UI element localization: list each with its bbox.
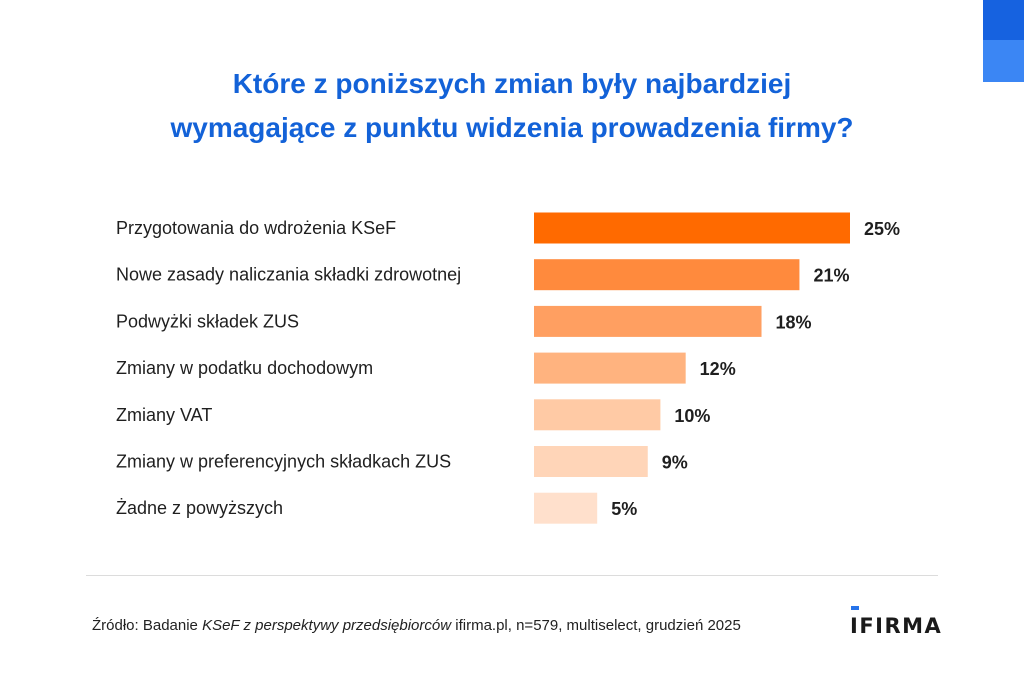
brand-corner-top [983, 0, 1024, 40]
bar [534, 212, 850, 244]
source-note: Źródło: Badanie KSeF z perspektywy przed… [92, 617, 741, 634]
footer-divider [86, 575, 938, 576]
chart-title-line-2: wymagające z punktu widzenia prowadzenia… [170, 112, 854, 143]
source-suffix: ifirma.pl, n=579, multiselect, grudzień … [451, 617, 741, 634]
category-label: Zmiany w preferencyjnych składkach ZUS [116, 452, 451, 472]
value-label: 18% [776, 312, 812, 332]
category-label: Przygotowania do wdrożenia KSeF [116, 218, 396, 238]
category-label: Podwyżki składek ZUS [116, 311, 299, 331]
bar [534, 399, 661, 431]
category-label: Nowe zasady naliczania składki zdrowotne… [116, 265, 461, 285]
ifirma-logo: IFIRMA [850, 606, 943, 646]
value-label: 21% [813, 266, 849, 286]
category-label: Zmiany w podatku dochodowym [116, 358, 373, 378]
logo-accent-bar [851, 606, 859, 610]
logo-text: IFIRMA [850, 614, 943, 638]
value-label: 12% [700, 359, 736, 379]
value-label: 5% [611, 499, 637, 519]
bar [534, 446, 648, 477]
bar-chart: Przygotowania do wdrożenia KSeF 25% Nowe z… [116, 212, 900, 524]
bar [534, 259, 800, 291]
bar [534, 352, 686, 384]
bar [534, 492, 598, 524]
value-label: 25% [864, 219, 900, 239]
source-study-name: KSeF z perspektywy przedsiębiorców [202, 617, 452, 634]
bar [534, 305, 762, 337]
chart-title: Które z poniższych zmian były najbardzie… [0, 62, 1024, 150]
category-label: Zmiany VAT [116, 405, 212, 425]
value-label: 9% [662, 453, 688, 473]
value-label: 10% [674, 406, 710, 426]
source-prefix: Źródło: Badanie [92, 617, 203, 634]
category-label: Żadne z powyższych [116, 498, 283, 518]
brand-corner-bottom [983, 40, 1024, 82]
chart-title-line-1: Które z poniższych zmian były najbardzie… [232, 68, 792, 99]
